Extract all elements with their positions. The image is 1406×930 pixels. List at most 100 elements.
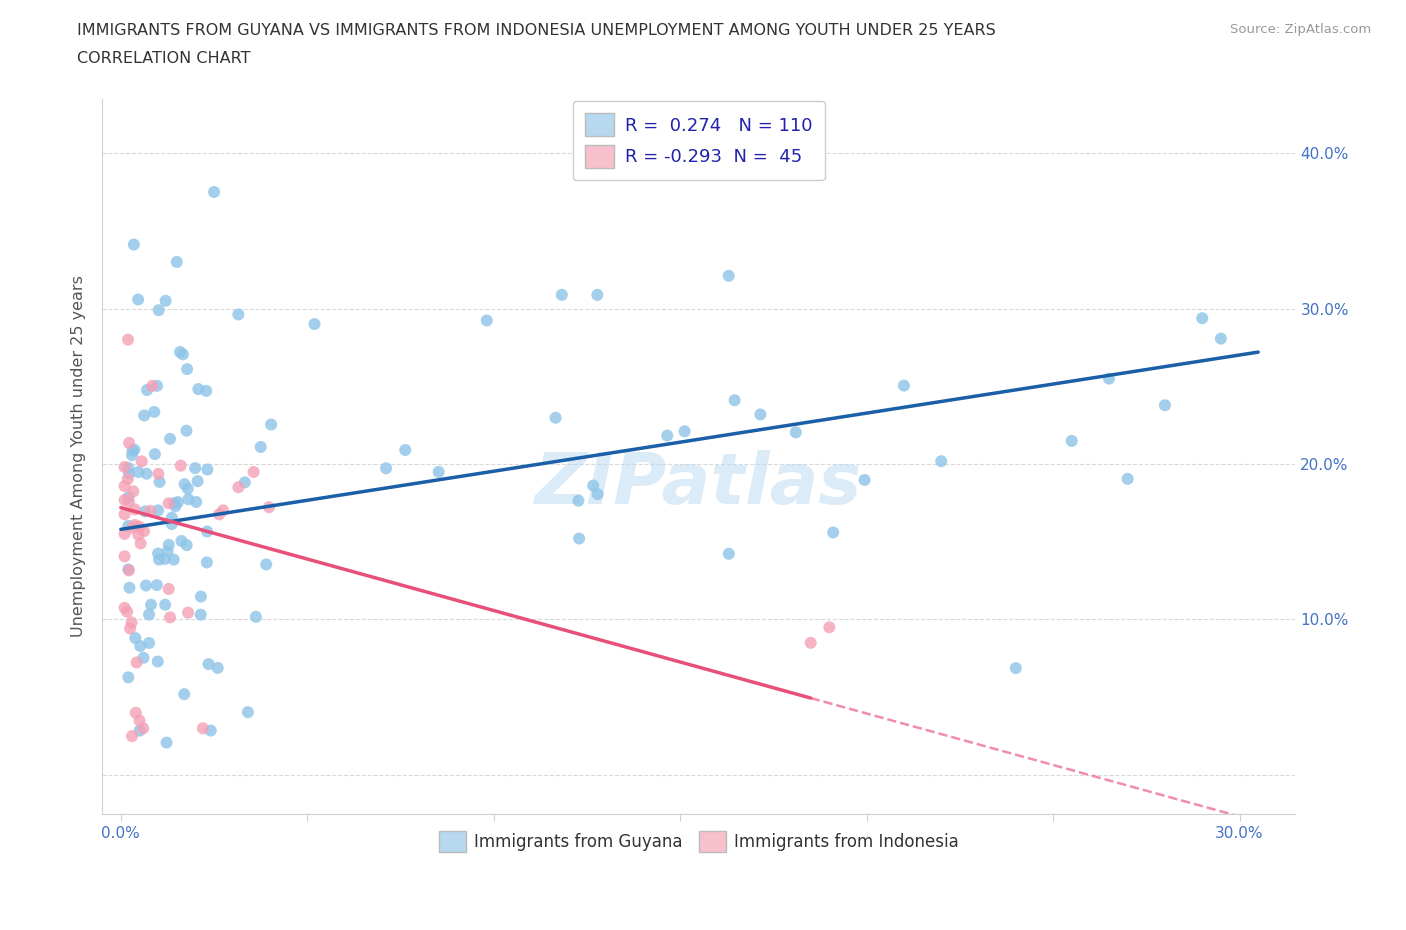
Point	[186, 495, 208, 510]
Point	[551, 287, 574, 302]
Point	[160, 511, 183, 525]
Point	[159, 432, 181, 446]
Point	[143, 446, 166, 461]
Point	[190, 607, 212, 622]
Point	[165, 498, 187, 513]
Text: IMMIGRANTS FROM GUYANA VS IMMIGRANTS FROM INDONESIA UNEMPLOYMENT AMONG YOUTH UND: IMMIGRANTS FROM GUYANA VS IMMIGRANTS FRO…	[77, 23, 995, 38]
Point	[128, 713, 150, 728]
Point	[146, 578, 169, 592]
Point	[115, 604, 138, 619]
Point	[544, 410, 567, 425]
Point	[153, 597, 176, 612]
Point	[135, 466, 157, 481]
Point	[114, 549, 136, 564]
Point	[155, 293, 177, 308]
Point	[166, 255, 188, 270]
Text: ZIPatlas: ZIPatlas	[536, 450, 862, 519]
Point	[1060, 433, 1083, 448]
Point	[475, 313, 498, 328]
Point	[202, 184, 225, 199]
Point	[118, 466, 141, 481]
Point	[717, 546, 740, 561]
Point	[157, 581, 180, 596]
Point	[148, 552, 170, 567]
Point	[723, 392, 745, 407]
Point	[929, 454, 952, 469]
Point	[190, 589, 212, 604]
Point	[114, 459, 136, 474]
Point	[153, 551, 176, 566]
Point	[118, 580, 141, 595]
Point	[117, 332, 139, 347]
Point	[134, 408, 156, 423]
Point	[121, 444, 143, 458]
Point	[187, 381, 209, 396]
Point	[375, 461, 398, 476]
Point	[122, 237, 145, 252]
Point	[118, 435, 141, 450]
Point	[177, 492, 200, 507]
Point	[228, 307, 250, 322]
Point	[149, 474, 172, 489]
Point	[114, 493, 136, 508]
Point	[114, 507, 136, 522]
Point	[195, 555, 218, 570]
Point	[818, 619, 841, 634]
Point	[717, 269, 740, 284]
Point	[125, 655, 148, 670]
Point	[120, 621, 142, 636]
Point	[146, 379, 169, 393]
Point	[117, 519, 139, 534]
Point	[132, 524, 155, 538]
Point	[141, 379, 163, 393]
Point	[1191, 311, 1213, 325]
Point	[167, 495, 190, 510]
Point	[1116, 472, 1139, 486]
Point	[114, 526, 136, 541]
Point	[128, 519, 150, 534]
Point	[195, 524, 218, 538]
Point	[254, 557, 277, 572]
Point	[124, 518, 146, 533]
Point	[195, 383, 218, 398]
Point	[249, 440, 271, 455]
Point	[117, 460, 139, 475]
Legend: Immigrants from Guyana, Immigrants from Indonesia: Immigrants from Guyana, Immigrants from …	[432, 824, 966, 859]
Point	[172, 347, 194, 362]
Point	[170, 534, 193, 549]
Point	[129, 639, 152, 654]
Point	[121, 615, 143, 630]
Point	[138, 607, 160, 622]
Point	[173, 686, 195, 701]
Point	[673, 424, 696, 439]
Point	[187, 473, 209, 488]
Point	[170, 458, 193, 473]
Point	[121, 728, 143, 743]
Point	[114, 601, 136, 616]
Point	[245, 609, 267, 624]
Point	[125, 705, 148, 720]
Point	[427, 464, 450, 479]
Point	[749, 407, 772, 422]
Point	[260, 417, 283, 432]
Point	[233, 475, 256, 490]
Point	[1098, 371, 1121, 386]
Point	[127, 292, 149, 307]
Point	[176, 538, 198, 552]
Point	[131, 454, 153, 469]
Point	[146, 654, 169, 669]
Point	[128, 724, 150, 738]
Point	[114, 479, 136, 494]
Point	[893, 379, 915, 393]
Point	[212, 503, 235, 518]
Point	[800, 635, 823, 650]
Point	[148, 303, 170, 318]
Point	[195, 462, 218, 477]
Point	[184, 460, 207, 475]
Point	[177, 481, 200, 496]
Point	[823, 525, 845, 540]
Point	[138, 635, 160, 650]
Point	[121, 521, 143, 536]
Point	[1004, 660, 1026, 675]
Point	[586, 486, 609, 501]
